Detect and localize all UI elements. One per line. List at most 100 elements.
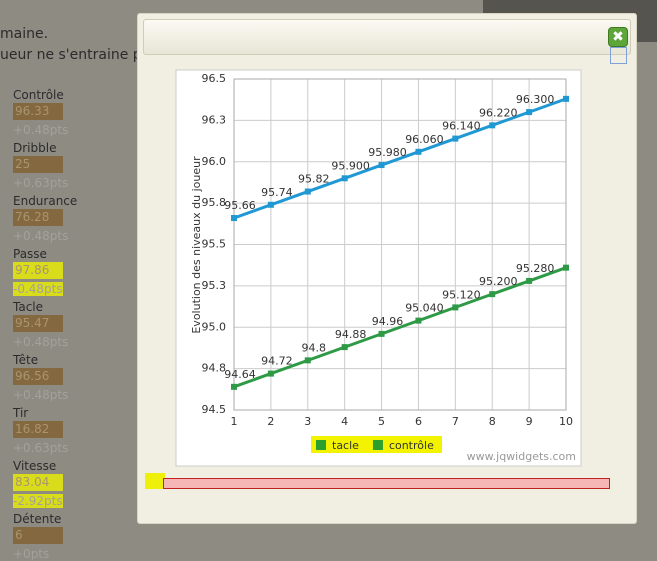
legend-label: tacle — [332, 439, 359, 452]
point-marker — [452, 135, 459, 142]
skill-delta: -0.48pts — [13, 282, 63, 296]
point-marker — [526, 109, 533, 116]
x-tick-label: 2 — [267, 415, 274, 428]
skill-name: Tacle — [13, 300, 44, 314]
skill-delta: +0.48pts — [13, 123, 69, 137]
skill-name: Contrôle — [13, 88, 64, 102]
skill-value: 6 — [13, 527, 63, 544]
x-tick-label: 5 — [378, 415, 385, 428]
skill-name: Endurance — [13, 194, 78, 208]
data-label: 96.060 — [405, 133, 444, 146]
highlight — [145, 473, 165, 489]
y-tick-label: 96.3 — [202, 113, 227, 126]
data-label: 95.200 — [479, 275, 518, 288]
series-line — [233, 97, 567, 220]
point-marker — [452, 304, 459, 311]
x-tick-label: 3 — [304, 415, 311, 428]
watermark: www.jqwidgets.com — [467, 450, 576, 463]
point-marker — [489, 122, 496, 129]
point-marker — [341, 175, 348, 182]
point-marker — [304, 357, 311, 364]
x-tick-label: 6 — [415, 415, 422, 428]
y-tick-label: 95.0 — [202, 320, 227, 333]
legend-marker — [316, 440, 326, 450]
y-tick-label: 95.3 — [202, 279, 227, 292]
y-tick-label: 94.5 — [202, 403, 227, 416]
skill-delta: +0.63pts — [13, 441, 69, 455]
y-tick-label: 95.8 — [202, 196, 227, 209]
skill-value: 97.86 — [13, 262, 63, 279]
x-tick-label: 8 — [489, 415, 496, 428]
point-marker — [231, 215, 237, 222]
data-label: 94.96 — [372, 315, 404, 328]
point-marker — [341, 344, 348, 351]
skill-value: 96.56 — [13, 368, 63, 385]
legend-marker — [372, 440, 383, 450]
skill-name: Détente — [13, 512, 62, 526]
data-label: 95.120 — [442, 288, 481, 301]
point-marker — [526, 277, 533, 284]
point-marker — [415, 148, 422, 155]
x-tick-label: 1 — [231, 415, 238, 428]
skill-value: 76.28 — [13, 209, 63, 226]
skill-name: Tête — [13, 353, 39, 367]
point-marker — [231, 383, 237, 390]
point-marker — [489, 291, 496, 298]
skill-name: Tir — [13, 406, 29, 420]
skill-delta: -2.92pts — [13, 494, 63, 508]
progress-bar — [163, 478, 610, 489]
data-label: 95.74 — [261, 186, 293, 199]
skill-delta: +0.48pts — [13, 229, 69, 243]
legend-label: contrôle — [389, 439, 434, 452]
skill-delta: +0.48pts — [13, 335, 69, 349]
text-line: maine. — [0, 26, 49, 42]
close-button[interactable]: ✖ — [608, 27, 628, 47]
point-marker — [304, 188, 311, 195]
data-label: 95.040 — [405, 302, 444, 315]
y-tick-label: 94.8 — [202, 362, 227, 375]
skill-delta: +0pts — [13, 547, 50, 561]
skill-value: 16.82 — [13, 421, 63, 438]
point-marker — [267, 201, 274, 208]
data-label: 95.82 — [298, 173, 330, 186]
point-marker — [415, 317, 422, 324]
point-marker — [267, 370, 274, 377]
series-line — [233, 266, 567, 389]
point-marker — [378, 162, 385, 169]
point-marker — [563, 95, 569, 102]
skill-name: Dribble — [13, 141, 57, 155]
data-label: 96.220 — [479, 106, 518, 119]
data-label: 94.88 — [335, 328, 367, 341]
skill-value: 83.04 — [13, 474, 63, 491]
y-tick-label: 95.5 — [202, 238, 227, 251]
skill-value: 25 — [13, 156, 63, 173]
data-label: 96.140 — [442, 120, 481, 133]
skill-name: Vitesse — [13, 459, 57, 473]
focus-box — [610, 47, 627, 64]
data-label: 95.900 — [331, 159, 370, 172]
skill-delta: +0.63pts — [13, 176, 69, 190]
data-label: 94.64 — [224, 368, 256, 381]
skill-delta: +0.48pts — [13, 388, 69, 402]
dialog-header — [143, 19, 631, 55]
data-label: 95.980 — [368, 146, 407, 159]
y-tick-label: 96.0 — [202, 155, 227, 168]
y-axis-title: Evolution des niveaux du joueur — [190, 156, 203, 334]
x-tick-label: 10 — [559, 415, 573, 428]
point-marker — [378, 330, 385, 337]
skill-value: 95.47 — [13, 315, 63, 332]
text-line: ueur ne s'entraine pa — [0, 47, 151, 63]
x-tick-label: 7 — [452, 415, 459, 428]
skill-name: Passe — [13, 247, 47, 261]
plot-border — [233, 78, 567, 411]
chart-panel — [175, 69, 582, 467]
skill-value: 96.33 — [13, 103, 63, 120]
data-label: 95.66 — [224, 199, 256, 212]
x-tick-label: 9 — [526, 415, 533, 428]
x-tick-label: 4 — [341, 415, 348, 428]
y-tick-label: 96.5 — [202, 72, 227, 85]
point-marker — [563, 264, 569, 271]
